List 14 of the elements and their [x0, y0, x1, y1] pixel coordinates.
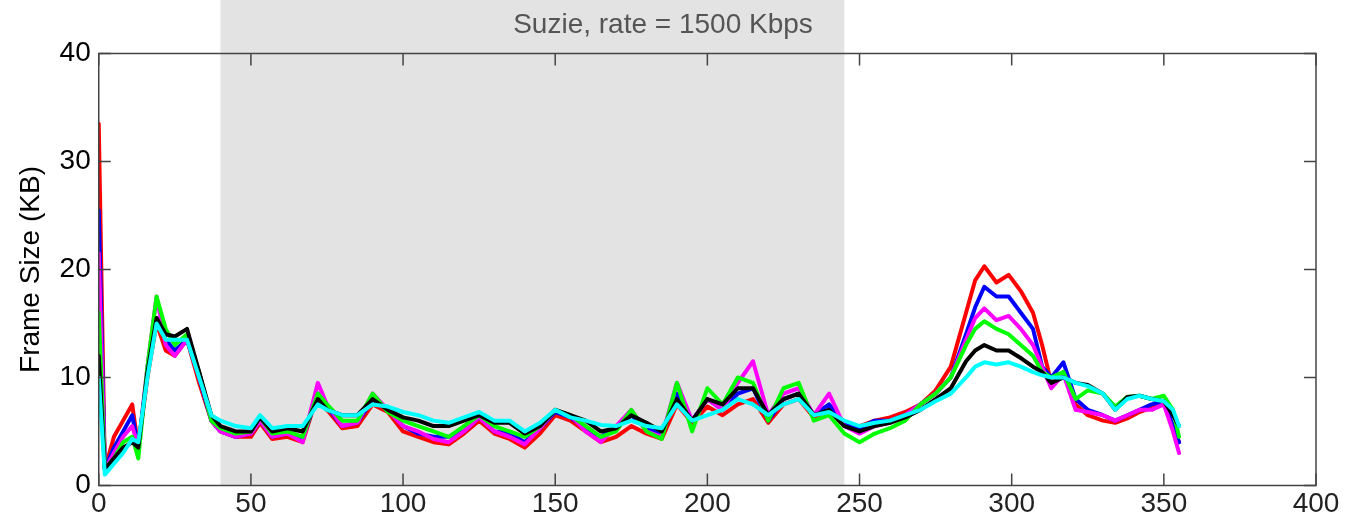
y-tick-label: 30	[59, 144, 91, 176]
y-axis-title: Frame Size (KB)	[13, 166, 45, 373]
x-tick-label: 150	[531, 486, 579, 518]
x-tick-label: 50	[235, 486, 267, 518]
x-tick-label: 350	[1140, 486, 1188, 518]
y-tick-label: 10	[59, 360, 91, 392]
x-tick-label: 250	[836, 486, 883, 518]
y-tick-label: 40	[59, 36, 91, 68]
x-tick-label: 400	[1292, 486, 1340, 518]
y-tick-label: 20	[59, 252, 91, 284]
x-tick-label: 300	[988, 486, 1036, 518]
x-tick-label: 100	[379, 486, 427, 518]
x-tick-label: 200	[684, 486, 731, 518]
chart-title: Suzie, rate = 1500 Kbps	[513, 7, 813, 39]
